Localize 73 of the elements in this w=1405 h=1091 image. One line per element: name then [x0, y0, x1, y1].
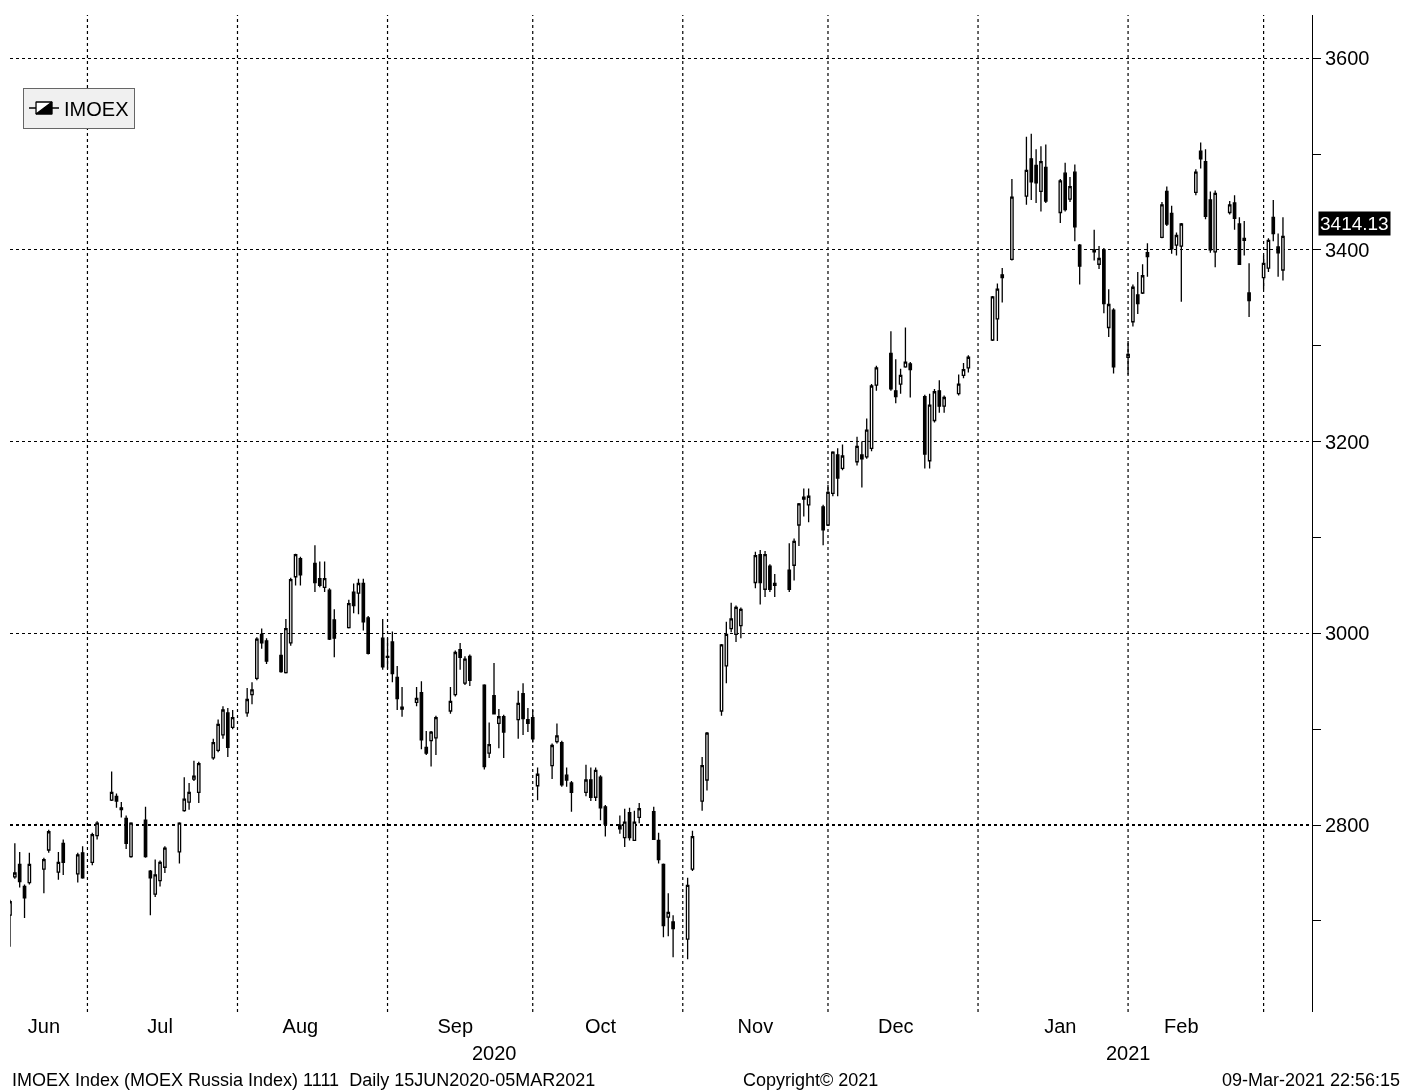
candlestick: [196, 761, 201, 804]
candlestick: [395, 665, 400, 711]
candlestick: [588, 766, 593, 802]
candlestick: [1194, 168, 1198, 196]
candlestick: [835, 447, 840, 497]
candlestick: [245, 687, 249, 718]
candlestick: [1271, 199, 1276, 242]
candlestick: [322, 560, 327, 593]
candlestick: [119, 801, 124, 819]
y-tick-label: 3200: [1325, 430, 1370, 453]
candlestick: [424, 730, 429, 756]
x-tick-label: Dec: [877, 1015, 914, 1037]
candlestick: [637, 802, 642, 824]
candlestick: [61, 838, 66, 876]
x-tick-label: Aug: [282, 1015, 319, 1037]
candlestick: [109, 770, 114, 802]
y-tick-label: 3600: [1325, 47, 1370, 70]
text: IMOEX Index (MOEX Russia Index) 1111 Daily 15JUN2020-05MAR2021: [12, 1070, 596, 1090]
candlestick: [550, 742, 554, 780]
candlestick: [225, 707, 230, 758]
candlestick: [671, 914, 675, 959]
y-tick-label: 2800: [1325, 814, 1370, 837]
candlestick: [46, 829, 51, 854]
candlestick: [414, 686, 419, 707]
y-tick-label: 3000: [1325, 622, 1370, 645]
text: Copyright© 2021: [743, 1070, 879, 1090]
candlestick: [555, 722, 559, 745]
x-tick-label: Jun: [27, 1015, 61, 1037]
candlestick: [250, 681, 254, 705]
candlestick: [961, 362, 966, 379]
candlestick: [559, 740, 564, 788]
candlestick: [1024, 136, 1029, 206]
candlestick: [356, 578, 361, 615]
candlestick: [1077, 243, 1082, 286]
candlestick: [758, 549, 763, 606]
x-tick-label: Sep: [437, 1015, 474, 1037]
candlestick: [792, 537, 796, 582]
candlestick: [182, 776, 187, 813]
candlestick: [1029, 133, 1034, 201]
candlestick: [448, 686, 453, 715]
candlestick: [797, 502, 801, 547]
candlestick: [492, 662, 496, 715]
x-tick-label: Feb: [1164, 1015, 1199, 1037]
candlestick: [400, 686, 404, 718]
text: 3414.13: [1320, 213, 1389, 234]
candlestick: [806, 487, 811, 523]
candlestick: [893, 358, 898, 404]
x-tick-label: Jul: [147, 1015, 173, 1037]
candlestick: [801, 487, 806, 518]
x-tick-label: Oct: [584, 1015, 617, 1037]
candlestick: [889, 330, 893, 392]
candlestick: [114, 792, 119, 809]
x2-tick-label: 2020: [472, 1042, 517, 1064]
x-tick-label: Jan: [1044, 1015, 1077, 1037]
text: 09-Mar-2021 22:56:15: [1222, 1070, 1401, 1090]
legend-label: IMOEX: [64, 97, 129, 120]
candlestick: [995, 282, 1000, 342]
x-tick-label: Nov: [737, 1015, 774, 1037]
candlestick: [467, 653, 472, 687]
candlestick: [1232, 194, 1237, 231]
candlestick: [787, 542, 792, 593]
candlestick: [1198, 141, 1203, 170]
candlestick: [535, 766, 540, 801]
candlestick: [1000, 267, 1005, 304]
candlestick: [42, 857, 46, 894]
candlestick: [651, 806, 656, 841]
candlestick: [569, 780, 574, 813]
candlestick: [956, 373, 961, 397]
candlestick: [1247, 262, 1251, 318]
candlestick: [22, 883, 27, 919]
x2-tick-label: 2021: [1106, 1042, 1151, 1064]
y-tick-label: 3400: [1325, 238, 1370, 261]
candlestick: [898, 368, 903, 395]
